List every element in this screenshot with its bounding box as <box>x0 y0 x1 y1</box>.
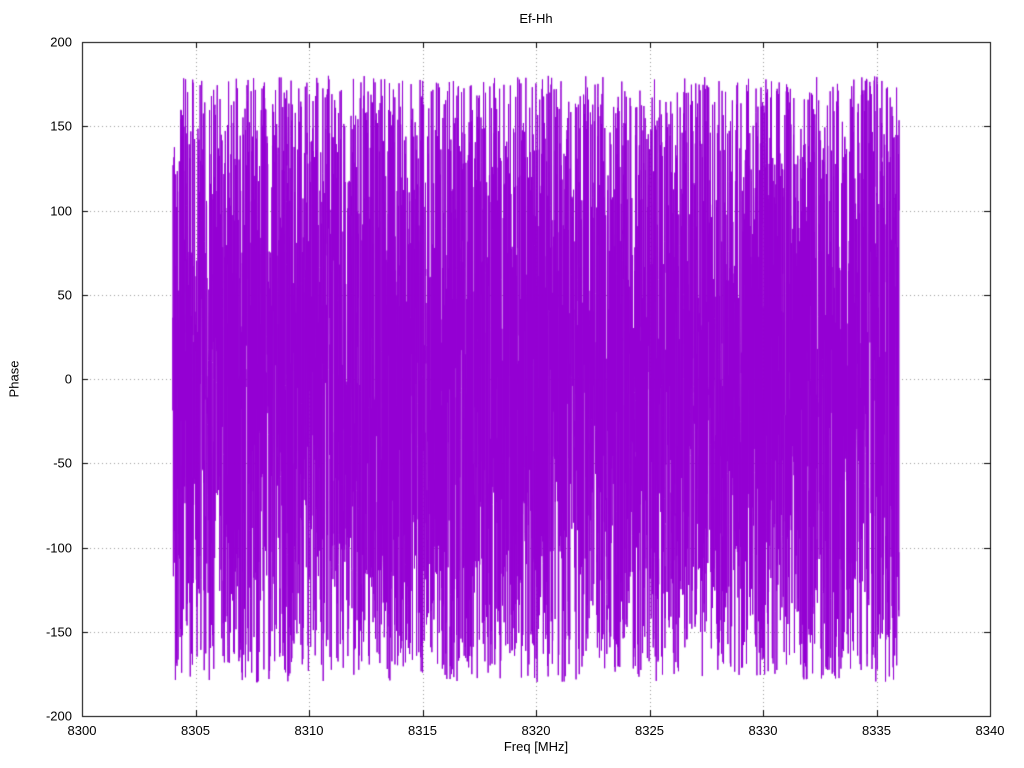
x-tick-label: 8315 <box>408 723 437 738</box>
x-tick-label: 8330 <box>748 723 778 738</box>
y-tick-label: 100 <box>50 203 72 218</box>
x-tick-label: 8320 <box>521 723 551 738</box>
y-tick-label: 200 <box>50 34 72 50</box>
y-tick-label: -200 <box>45 708 72 724</box>
y-tick-label: 50 <box>57 287 72 303</box>
x-tick-label: 8310 <box>294 723 324 738</box>
x-tick-label: 8335 <box>862 723 891 738</box>
x-tick-label: 8305 <box>181 723 210 738</box>
x-tick-label: 8300 <box>67 723 97 738</box>
y-tick-label: -100 <box>45 540 72 555</box>
chart-title: Ef-Hh <box>519 11 553 26</box>
y-tick-label: -150 <box>45 624 72 640</box>
x-tick-label: 8325 <box>635 723 664 738</box>
y-tick-label: 0 <box>64 371 72 387</box>
y-tick-label: -50 <box>53 455 72 471</box>
x-tick-label: 8340 <box>975 723 1005 738</box>
y-tick-label: 150 <box>50 118 72 134</box>
x-axis-label: Freq [MHz] <box>503 739 569 754</box>
